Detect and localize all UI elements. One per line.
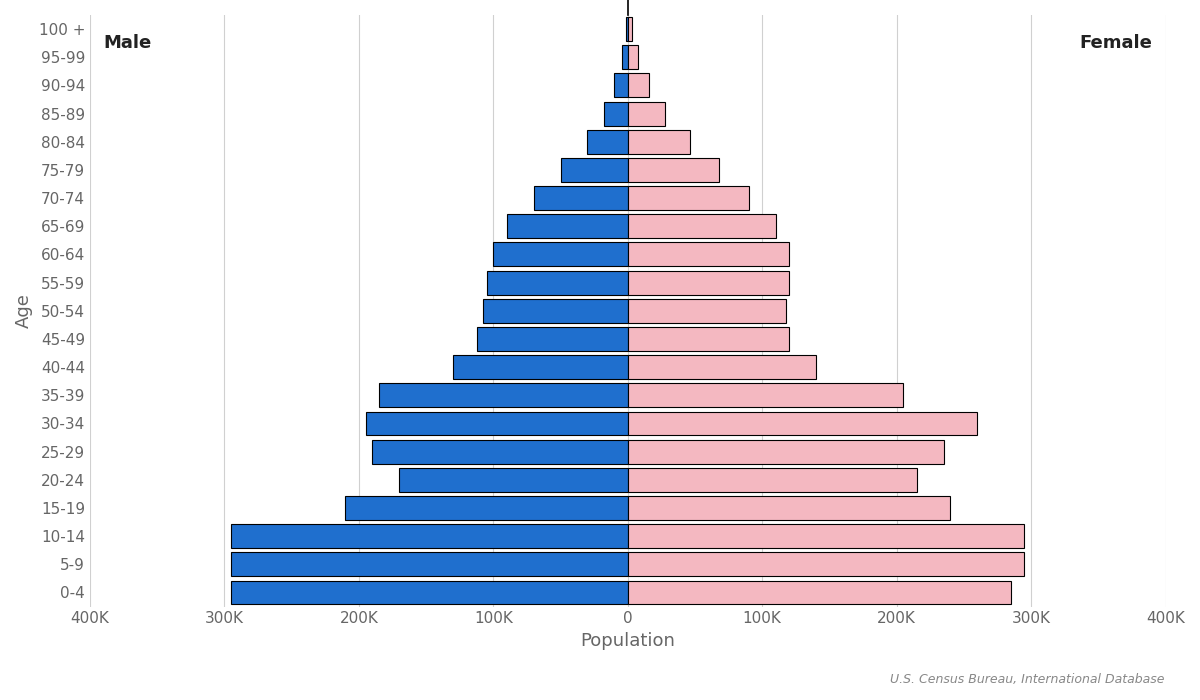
Bar	[232, 580, 628, 605]
Bar	[534, 186, 628, 210]
Text: U.S. Census Bureau, International Database: U.S. Census Bureau, International Databa…	[889, 673, 1164, 686]
Bar	[560, 158, 628, 182]
Bar	[628, 242, 790, 267]
Bar	[628, 214, 775, 238]
Bar	[604, 102, 628, 125]
Bar	[232, 552, 628, 576]
Bar	[478, 327, 628, 351]
Bar	[628, 412, 977, 435]
Bar	[379, 384, 628, 407]
Bar	[452, 355, 628, 379]
Bar	[628, 102, 665, 125]
Y-axis label: Age: Age	[14, 293, 34, 328]
Text: Female: Female	[1079, 34, 1152, 52]
Bar	[623, 46, 628, 69]
Bar	[628, 384, 904, 407]
Bar	[506, 214, 628, 238]
Bar	[626, 17, 628, 41]
Bar	[400, 468, 628, 492]
Bar	[588, 130, 628, 154]
Bar	[628, 130, 690, 154]
Bar	[628, 496, 950, 520]
Bar	[346, 496, 628, 520]
Bar	[628, 271, 790, 295]
Bar	[486, 271, 628, 295]
Bar	[628, 74, 649, 97]
Bar	[628, 299, 786, 323]
Bar	[372, 440, 628, 463]
Bar	[628, 46, 638, 69]
Bar	[366, 412, 628, 435]
Bar	[628, 552, 1025, 576]
Bar	[628, 468, 917, 492]
Bar	[628, 524, 1025, 548]
Bar	[232, 524, 628, 548]
Bar	[482, 299, 628, 323]
Bar	[628, 186, 749, 210]
X-axis label: Population: Population	[581, 632, 676, 650]
Bar	[628, 327, 790, 351]
Bar	[614, 74, 628, 97]
Bar	[628, 17, 631, 41]
Bar	[628, 580, 1010, 605]
Bar	[628, 440, 943, 463]
Text: Male: Male	[103, 34, 151, 52]
Bar	[493, 242, 628, 267]
Bar	[628, 158, 719, 182]
Bar	[628, 355, 816, 379]
